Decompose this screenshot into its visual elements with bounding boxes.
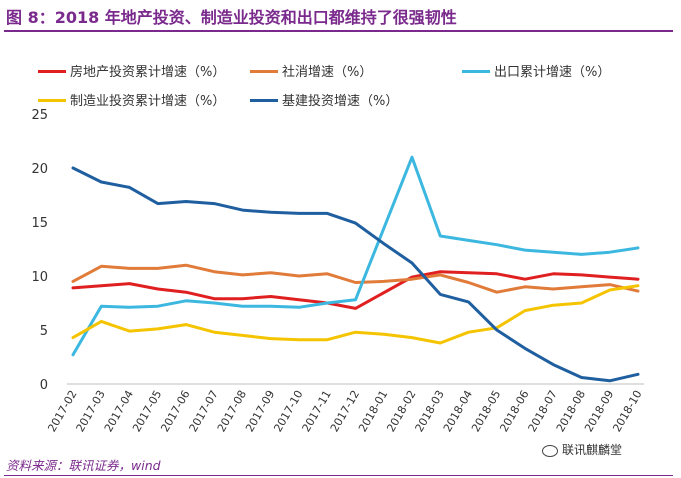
legend-item-3: 制造业投资累计增速（%） <box>38 90 225 109</box>
legend-swatch <box>462 70 490 73</box>
legend-swatch <box>250 70 278 73</box>
legend-label: 社消增速（%） <box>282 65 373 80</box>
series-line-2 <box>71 155 640 357</box>
figure-title: 图 8：2018 年地产投资、制造业投资和出口都维持了很强韧性 <box>6 8 457 27</box>
y-tick-label: 5 <box>40 324 48 339</box>
watermark-label: 联讯麒麟堂 <box>562 443 623 457</box>
y-tick-label: 20 <box>31 162 48 177</box>
wechat-icon <box>542 444 558 457</box>
legend-label: 基建投资增速（%） <box>282 94 399 109</box>
bottom-divider <box>4 475 673 476</box>
y-tick-label: 0 <box>40 378 48 393</box>
legend-swatch <box>38 99 66 102</box>
legend-item-0: 房地产投资累计增速（%） <box>38 61 225 80</box>
series-line-0 <box>71 270 640 310</box>
series-line-1 <box>71 263 640 294</box>
source-note: 资料来源：联讯证券，wind <box>6 458 161 473</box>
legend-swatch <box>250 99 278 102</box>
y-tick-label: 10 <box>31 270 48 285</box>
title-divider <box>4 30 673 32</box>
legend-item-1: 社消增速（%） <box>250 61 372 80</box>
legend-item-2: 出口累计增速（%） <box>462 61 610 80</box>
legend-swatch <box>38 70 66 73</box>
y-tick-label: 15 <box>31 216 48 231</box>
series-line-3 <box>71 284 640 345</box>
y-tick-label: 25 <box>31 108 48 123</box>
legend-item-4: 基建投资增速（%） <box>250 90 398 109</box>
legend-label: 出口累计增速（%） <box>494 65 611 80</box>
series-line-4 <box>71 166 640 383</box>
legend-label: 制造业投资累计增速（%） <box>70 94 226 109</box>
watermark: 联讯麒麟堂 <box>542 441 622 458</box>
legend-label: 房地产投资累计增速（%） <box>70 65 226 80</box>
